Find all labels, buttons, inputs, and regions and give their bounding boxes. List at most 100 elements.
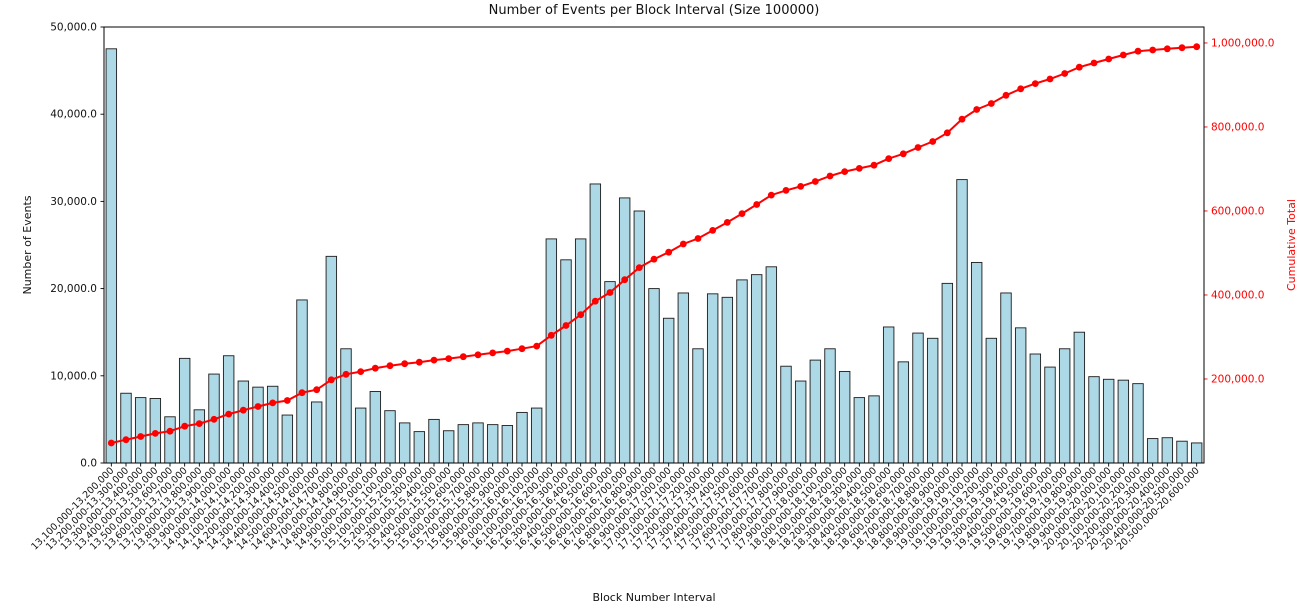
cumulative-point <box>489 349 497 357</box>
cumulative-point <box>650 255 658 263</box>
bar <box>706 293 719 464</box>
bar <box>120 392 132 464</box>
bar <box>457 424 470 464</box>
bar <box>765 266 778 464</box>
cumulative-point <box>1002 91 1010 99</box>
cumulative-point <box>841 168 849 176</box>
cumulative-point <box>1017 85 1025 93</box>
bar <box>1161 437 1174 464</box>
cumulative-point <box>738 210 746 218</box>
bar <box>472 422 484 464</box>
bar <box>1000 292 1012 464</box>
bar <box>193 409 206 464</box>
bar <box>1146 438 1159 464</box>
bar <box>1073 331 1086 464</box>
cumulative-point <box>195 420 203 427</box>
cumulative-point <box>225 410 233 418</box>
cumulative-point <box>210 415 218 423</box>
bar <box>1058 348 1071 464</box>
cumulative-point <box>342 370 350 378</box>
bar <box>1014 327 1027 464</box>
cumulative-point <box>943 129 951 137</box>
bar <box>677 292 690 464</box>
cumulative-point <box>298 389 306 397</box>
cumulative-point <box>973 106 981 113</box>
cumulative-point <box>797 183 805 190</box>
cumulative-point <box>1178 44 1186 52</box>
bar <box>926 337 939 464</box>
bar <box>574 238 587 464</box>
bar <box>134 397 147 464</box>
bar <box>545 238 558 464</box>
cumulative-point <box>679 240 687 248</box>
cumulative-point <box>137 433 145 440</box>
chart-title: Number of Events per Block Interval (Siz… <box>488 3 820 18</box>
bar <box>692 348 704 464</box>
bar <box>633 210 646 464</box>
bar <box>442 430 455 464</box>
bar <box>604 281 616 464</box>
bar <box>281 414 294 464</box>
bar <box>1117 379 1130 464</box>
plot-border <box>103 26 1205 464</box>
y-tick-label-right: 800,000.0 <box>1211 121 1264 133</box>
bar <box>662 317 675 464</box>
cumulative-point <box>547 331 555 339</box>
bar <box>486 424 499 464</box>
bar <box>178 357 191 464</box>
bar <box>237 380 250 464</box>
cumulative-point <box>767 191 775 199</box>
cumulative-point <box>694 235 702 242</box>
bar <box>516 411 528 464</box>
cumulative-point <box>518 345 526 353</box>
cumulative-point <box>313 386 321 394</box>
bar <box>1176 440 1188 464</box>
bar <box>310 401 323 464</box>
bar <box>340 348 352 464</box>
cumulative-point <box>151 430 159 437</box>
y-tick-label-left: 40,000.0 <box>50 109 97 121</box>
bar <box>750 274 763 464</box>
cumulative-point <box>665 248 673 256</box>
y-tick-label-right: 600,000.0 <box>1211 205 1264 217</box>
cumulative-point <box>1075 63 1083 71</box>
cumulative-point <box>122 436 130 444</box>
y-tick-label-right: 400,000.0 <box>1211 289 1264 301</box>
y-tick-label-left: 10,000.0 <box>50 370 97 382</box>
cumulative-point <box>386 362 394 370</box>
bar <box>1044 366 1056 464</box>
y-tick-label-right: 200,000.0 <box>1211 373 1264 385</box>
bar <box>721 296 734 464</box>
cumulative-point <box>445 355 453 362</box>
bar <box>882 326 895 464</box>
cumulative-point <box>1149 46 1157 54</box>
cumulative-point <box>826 172 834 180</box>
bar <box>838 370 851 464</box>
cumulative-point <box>474 351 482 359</box>
bar <box>222 355 235 464</box>
bar <box>325 255 338 464</box>
cumulative-point <box>166 427 174 435</box>
cumulative-point <box>107 439 115 447</box>
cumulative-point <box>415 358 423 366</box>
cumulative-point <box>1134 47 1142 55</box>
cumulative-point <box>811 178 819 185</box>
y-axis-label-left: Number of Events <box>21 195 34 295</box>
bar <box>1088 376 1100 464</box>
cumulative-point <box>709 227 717 234</box>
cumulative-point <box>914 144 922 151</box>
cumulative-point <box>562 322 570 329</box>
bar <box>809 359 822 464</box>
cumulative-point <box>181 422 189 430</box>
bar <box>736 279 748 464</box>
cumulative-point <box>1163 45 1171 53</box>
bar <box>941 282 954 464</box>
cumulative-point <box>283 397 291 404</box>
cumulative-point <box>401 360 409 368</box>
cumulative-point <box>753 201 761 208</box>
cumulative-point <box>885 155 893 163</box>
cumulative-point <box>459 353 467 361</box>
cumulative-point <box>855 165 863 172</box>
bar <box>912 332 924 464</box>
